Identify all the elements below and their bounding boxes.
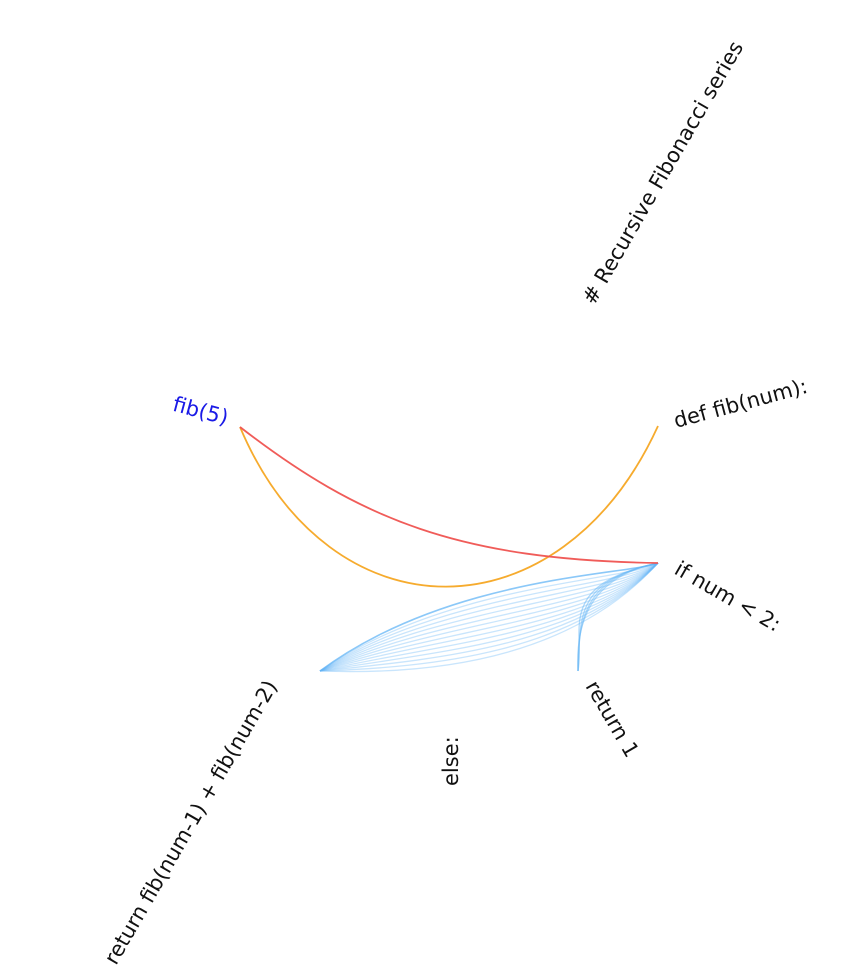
- edge-if-to-recurse: [319, 562, 659, 672]
- edge-if-to-recurse: [319, 562, 659, 672]
- node-label-def: def fib(num):: [671, 374, 810, 433]
- node-label-if: if num < 2:: [671, 557, 786, 637]
- edge-if-to-recurse: [319, 562, 659, 672]
- node-label-else: else:: [439, 736, 463, 786]
- edge-if-to-recurse: [319, 562, 659, 672]
- edge-if-to-recurse: [319, 562, 659, 672]
- edge-if-to-recurse: [319, 562, 659, 672]
- edge-if-to-recurse: [319, 562, 659, 672]
- node-label-fib-call: fib(5): [170, 392, 231, 430]
- edge-if-to-recurse: [319, 562, 659, 672]
- edge-call-to-def: [239, 425, 659, 588]
- edge-if-to-recurse: [319, 562, 659, 672]
- edge-call-to-if: [239, 426, 659, 564]
- edge-if-to-recurse: [319, 562, 659, 673]
- node-label-comment: # Recursive Fibonacci series: [578, 37, 749, 309]
- edge-if-to-recurse: [319, 562, 659, 672]
- edge-if-to-recurse: [319, 562, 659, 672]
- edge-if-to-recurse: [319, 562, 659, 672]
- edge-layer: [239, 425, 659, 673]
- edge-if-to-return-1: [577, 562, 659, 672]
- node-label-recurse: return fib(num-1) + fib(num-2): [100, 676, 283, 968]
- node-label-return-1: return 1: [581, 677, 644, 762]
